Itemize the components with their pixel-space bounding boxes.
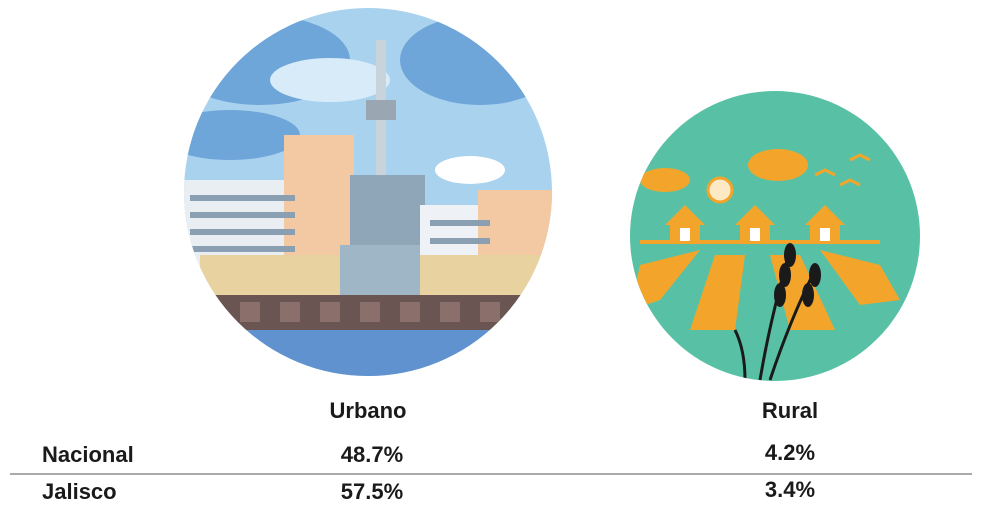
cell: 4.2% xyxy=(765,440,815,465)
birds xyxy=(814,153,871,187)
rural-illustration xyxy=(630,91,920,381)
row-label: Jalisco xyxy=(42,479,117,504)
cell: 3.4% xyxy=(765,477,815,502)
column-header: Rural xyxy=(762,398,818,423)
cell: 57.5% xyxy=(341,479,403,504)
urban-illustration xyxy=(184,8,552,376)
row-label: Nacional xyxy=(42,442,134,467)
cell: 48.7% xyxy=(341,442,403,467)
column-header: Urbano xyxy=(330,398,407,423)
